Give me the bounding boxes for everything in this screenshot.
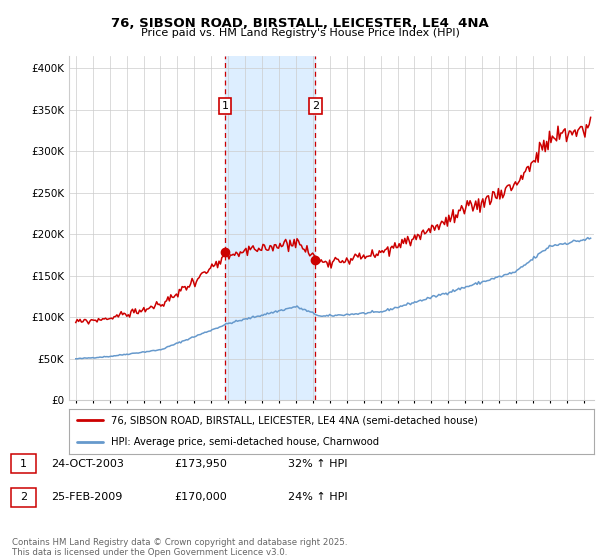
Text: Contains HM Land Registry data © Crown copyright and database right 2025.
This d: Contains HM Land Registry data © Crown c… <box>12 538 347 557</box>
Text: 76, SIBSON ROAD, BIRSTALL, LEICESTER, LE4  4NA: 76, SIBSON ROAD, BIRSTALL, LEICESTER, LE… <box>111 17 489 30</box>
Text: 76, SIBSON ROAD, BIRSTALL, LEICESTER, LE4 4NA (semi-detached house): 76, SIBSON ROAD, BIRSTALL, LEICESTER, LE… <box>111 416 478 426</box>
Text: Price paid vs. HM Land Registry's House Price Index (HPI): Price paid vs. HM Land Registry's House … <box>140 28 460 38</box>
Text: 24-OCT-2003: 24-OCT-2003 <box>51 459 124 469</box>
Text: 25-FEB-2009: 25-FEB-2009 <box>51 492 122 502</box>
Text: 24% ↑ HPI: 24% ↑ HPI <box>288 492 347 502</box>
Text: 32% ↑ HPI: 32% ↑ HPI <box>288 459 347 469</box>
Text: 2: 2 <box>312 101 319 111</box>
Text: £170,000: £170,000 <box>174 492 227 502</box>
Text: 2: 2 <box>20 492 27 502</box>
Text: HPI: Average price, semi-detached house, Charnwood: HPI: Average price, semi-detached house,… <box>111 437 379 447</box>
Text: £173,950: £173,950 <box>174 459 227 469</box>
Text: 1: 1 <box>221 101 229 111</box>
Text: 1: 1 <box>20 459 27 469</box>
Bar <box>225 56 316 400</box>
